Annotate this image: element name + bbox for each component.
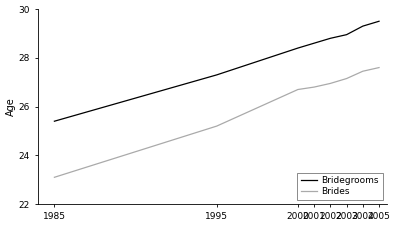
Line: Bridegrooms: Bridegrooms — [54, 21, 379, 121]
Bridegrooms — [312, 42, 316, 44]
Brides — [312, 86, 316, 89]
Brides — [377, 66, 382, 69]
Brides — [360, 70, 365, 73]
Brides — [328, 82, 333, 85]
Bridegrooms — [328, 37, 333, 40]
Brides — [52, 176, 57, 179]
Bridegrooms — [344, 33, 349, 36]
Bridegrooms — [295, 47, 300, 49]
Brides — [344, 77, 349, 80]
Brides — [214, 125, 219, 127]
Bridegrooms — [214, 74, 219, 76]
Legend: Bridegrooms, Brides: Bridegrooms, Brides — [297, 173, 383, 200]
Bridegrooms — [360, 25, 365, 27]
Line: Brides: Brides — [54, 68, 379, 177]
Bridegrooms — [52, 120, 57, 123]
Bridegrooms — [377, 20, 382, 23]
Brides — [295, 88, 300, 91]
Y-axis label: Age: Age — [6, 97, 15, 116]
